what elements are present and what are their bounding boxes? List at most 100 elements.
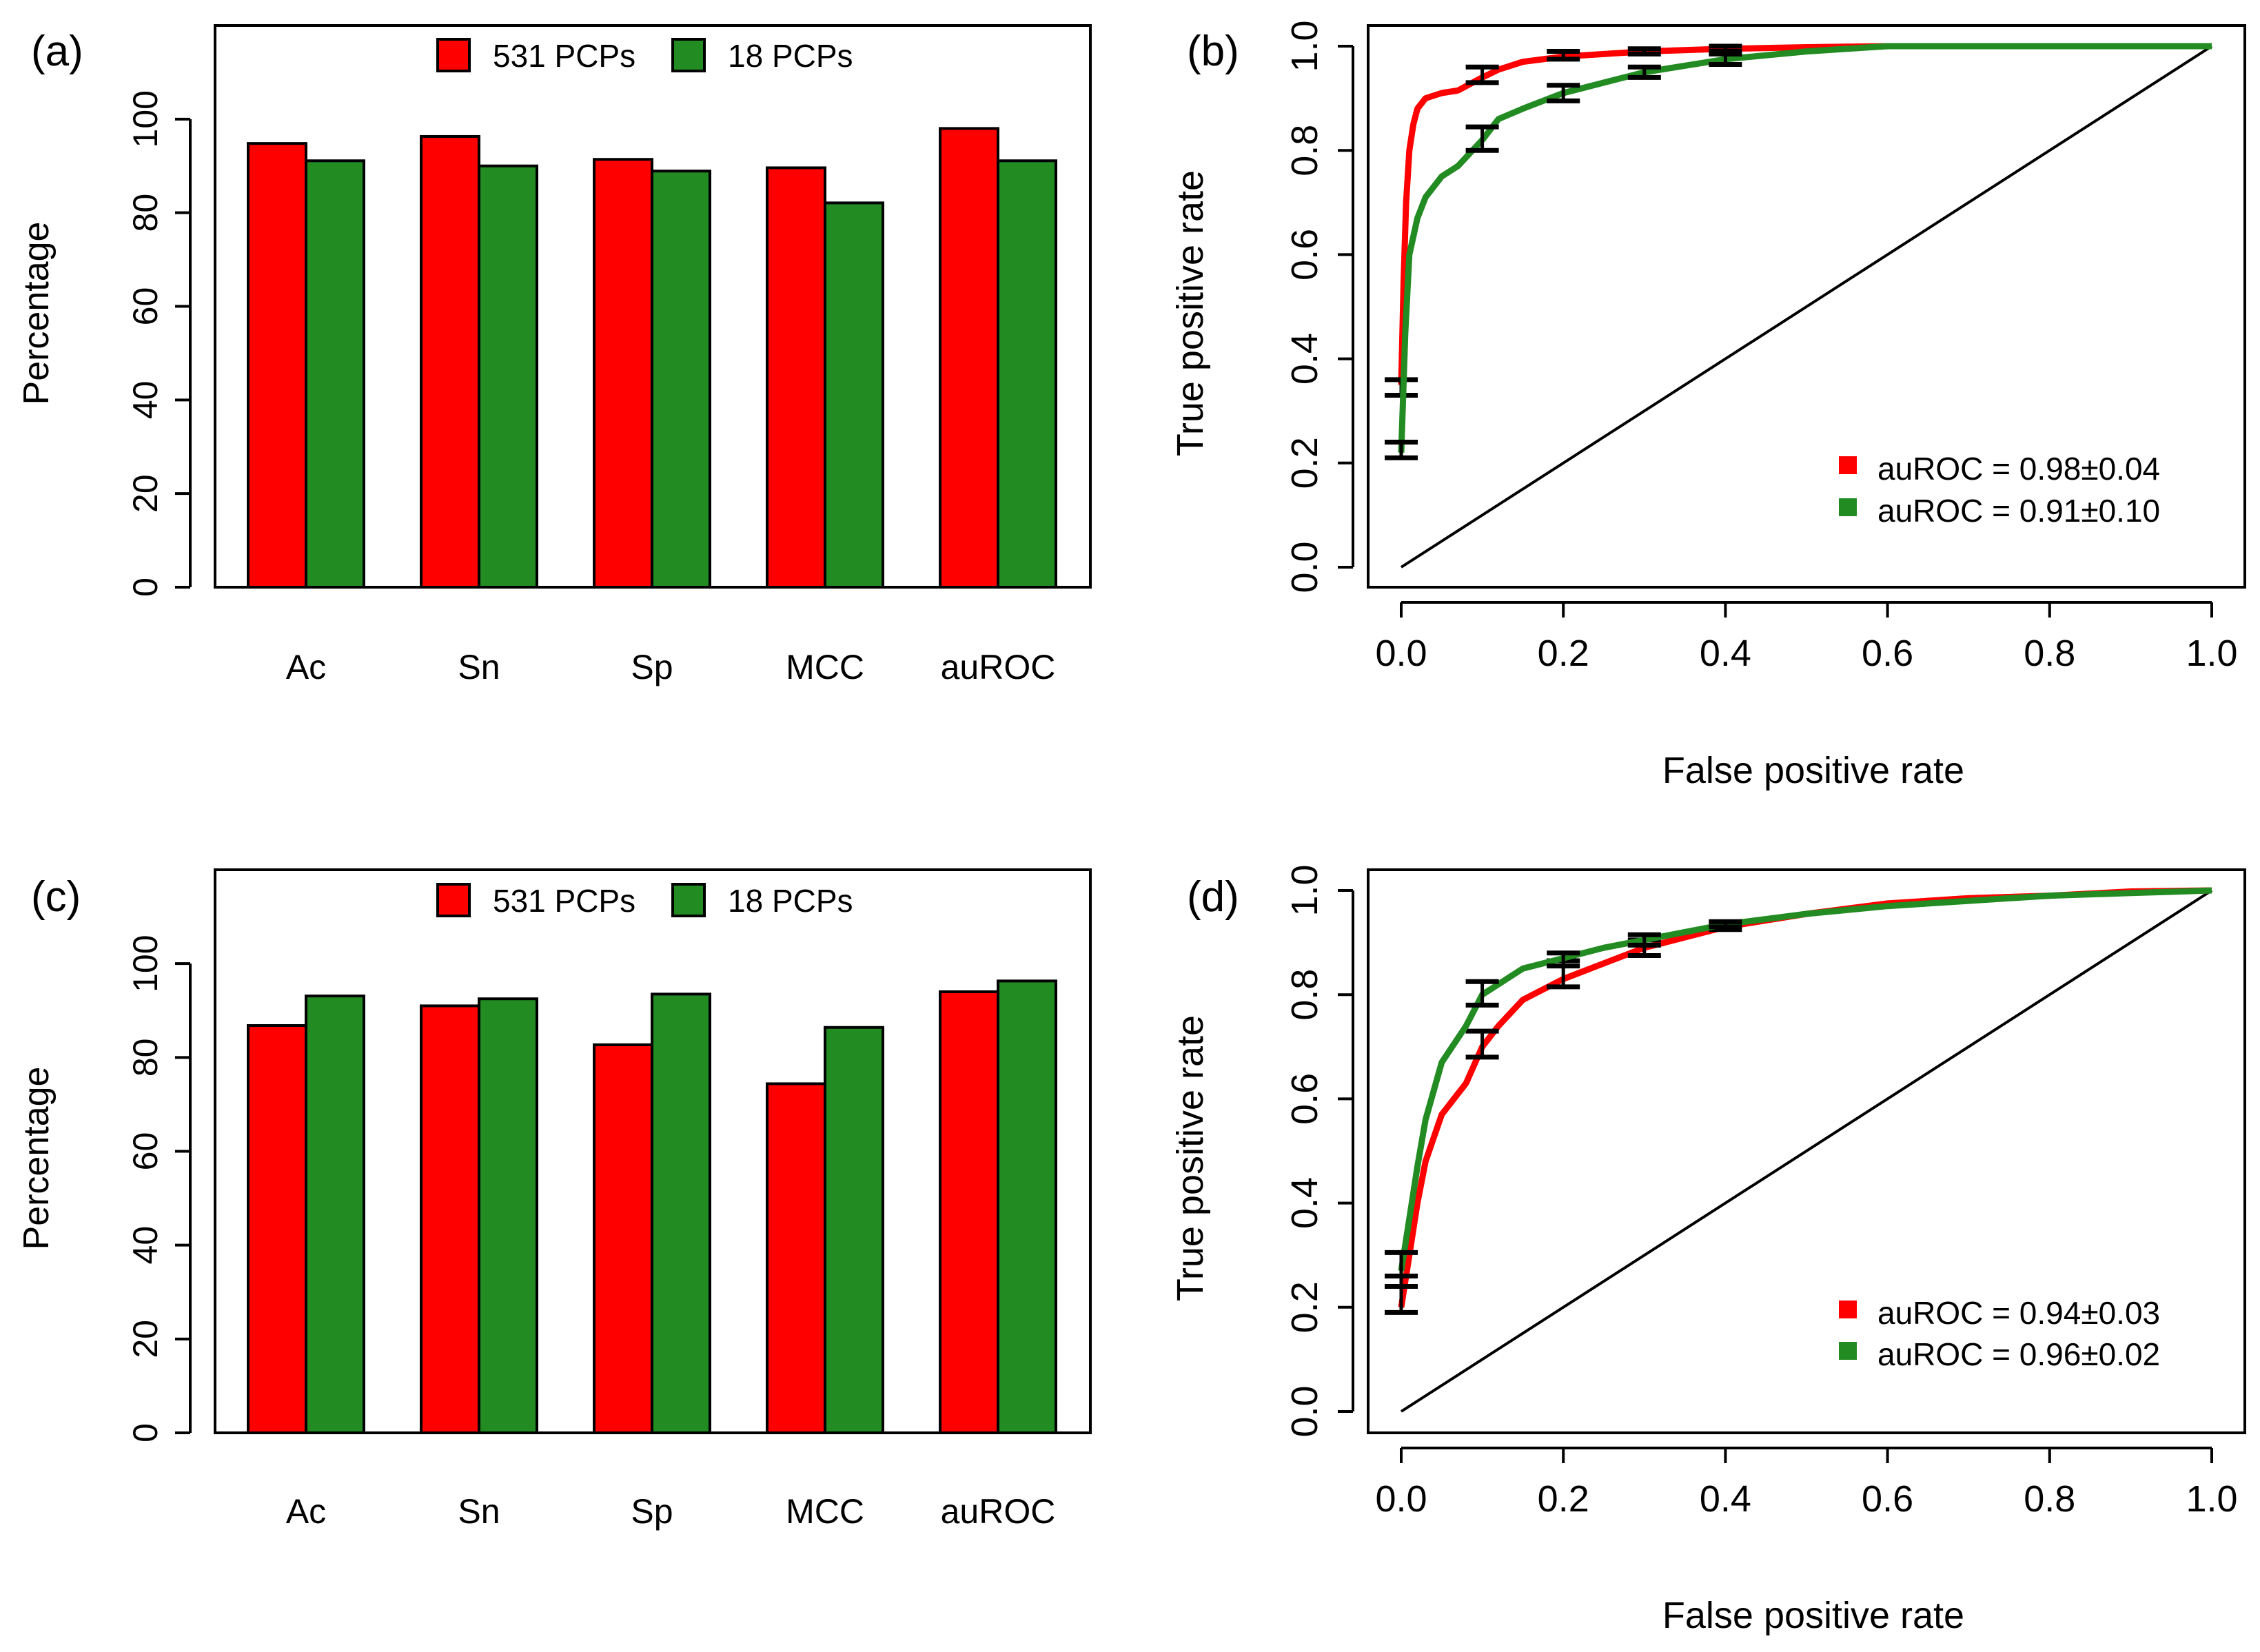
panel-label: (d): [1187, 873, 1239, 921]
x-tick-label: 0.8: [2024, 633, 2075, 674]
x-tick-label: Ac: [286, 648, 326, 686]
panel-label: (a): [31, 28, 83, 75]
y-tick-label: 0.0: [1284, 1385, 1325, 1437]
legend-label: 18 PCPs: [728, 38, 853, 74]
x-axis-label: False positive rate: [1662, 1595, 1964, 1636]
x-tick-label: Sp: [631, 1492, 673, 1531]
bar-ac-series-1: [247, 142, 307, 589]
y-axis-label: True positive rate: [1170, 170, 1211, 456]
legend-label: auROC = 0.96±0.02: [1877, 1336, 2160, 1372]
panel-2: (c) 0 20 40 60 80 100 Percentage Ac Sn Sp MCC auROC 5…: [17, 868, 1092, 1531]
x-tick-label: auROC: [941, 1492, 1056, 1531]
legend-swatch: [436, 883, 471, 917]
y-tick-label: 100: [126, 935, 165, 992]
y-tick-label: 40: [126, 381, 165, 420]
roc-curve-series-2: [1398, 887, 2212, 1272]
y-tick-label: 0: [126, 578, 165, 597]
x-tick-label: 0.6: [1862, 633, 1913, 674]
bar-mcc-series-2: [824, 1026, 884, 1434]
bar-ac-series-1: [247, 1024, 307, 1434]
bar-sn-series-2: [478, 997, 538, 1434]
x-tick-label: 0.2: [1538, 1478, 1589, 1520]
bar-sn-series-2: [478, 164, 538, 589]
x-tick-label: 0.0: [1375, 633, 1427, 674]
legend-label: 18 PCPs: [728, 883, 853, 919]
x-tick-label: 1.0: [2186, 1478, 2237, 1520]
bar-auroc-series-1: [939, 127, 999, 589]
y-tick-label: 0.2: [1284, 437, 1325, 489]
x-tick-label: Sn: [458, 648, 500, 686]
y-axis-label: True positive rate: [1170, 1015, 1211, 1301]
x-tick-label: Ac: [286, 1492, 326, 1531]
legend-swatch: [1839, 1342, 1857, 1360]
legend-label: auROC = 0.91±0.10: [1877, 493, 2160, 529]
y-tick-label: 1.0: [1284, 864, 1325, 916]
panel-3: (d) 0.0 0.2 0.4 0.6 0.8 1.0 False positive rate…: [1170, 864, 2246, 1636]
bar-sp-series-1: [593, 158, 653, 589]
bar-auroc-series-1: [939, 990, 999, 1435]
bar-auroc-series-2: [997, 979, 1057, 1435]
bar-auroc-series-2: [997, 159, 1057, 589]
x-tick-label: 0.2: [1538, 633, 1589, 674]
y-tick-label: 80: [126, 194, 165, 232]
bar-sp-series-2: [651, 170, 711, 589]
legend-label: 531 PCPs: [493, 883, 635, 919]
panel-1: (b) 0.0 0.2 0.4 0.6 0.8 1.0 False positive rate…: [1170, 20, 2246, 791]
roc-curve-series-1: [1398, 887, 2212, 1308]
plot-frame: [1367, 24, 2246, 589]
legend-swatch: [1839, 1301, 1857, 1318]
y-tick-label: 0.6: [1284, 229, 1325, 281]
chance-diagonal: [1400, 45, 2213, 569]
y-tick-label: 40: [126, 1226, 165, 1265]
x-tick-label: 0.8: [2024, 1478, 2075, 1520]
panel-0: (a) 0 20 40 60 80 100 Percentage Ac Sn Sp MCC auROC 5…: [17, 24, 1092, 686]
x-tick-label: auROC: [941, 648, 1056, 686]
x-axis-label: False positive rate: [1662, 750, 1964, 791]
legend-label: auROC = 0.98±0.04: [1877, 451, 2160, 487]
panel-label: (c): [31, 873, 81, 921]
legend-swatch: [671, 883, 706, 917]
y-tick-label: 60: [126, 1132, 165, 1171]
legend-label: auROC = 0.94±0.03: [1877, 1295, 2160, 1331]
x-tick-label: MCC: [786, 1492, 864, 1531]
x-tick-label: MCC: [786, 648, 864, 686]
roc-curve-series-2: [1398, 43, 2212, 453]
bar-sp-series-2: [651, 992, 711, 1434]
y-tick-label: 0.4: [1284, 1177, 1325, 1229]
x-tick-label: 0.4: [1700, 1478, 1751, 1520]
y-tick-label: 0.8: [1284, 969, 1325, 1021]
bar-sp-series-1: [593, 1043, 653, 1434]
x-tick-label: Sn: [458, 1492, 500, 1531]
y-tick-label: 1.0: [1284, 20, 1325, 72]
x-tick-label: 0.4: [1700, 633, 1751, 674]
roc-curve-series-1: [1398, 43, 2212, 385]
legend-label: 531 PCPs: [493, 38, 635, 74]
bar-ac-series-2: [305, 159, 365, 589]
y-tick-label: 20: [126, 1320, 165, 1358]
panel-label: (b): [1187, 28, 1239, 75]
x-tick-label: 0.0: [1375, 1478, 1427, 1520]
y-axis-label: Percentage: [17, 1067, 57, 1250]
bar-sn-series-1: [420, 1004, 480, 1434]
y-tick-label: 80: [126, 1039, 165, 1077]
legend-swatch: [436, 38, 471, 72]
y-tick-label: 100: [126, 90, 165, 147]
legend-swatch: [1839, 456, 1857, 474]
x-tick-label: Sp: [631, 648, 673, 686]
y-tick-label: 0.8: [1284, 125, 1325, 176]
x-tick-label: 0.6: [1862, 1478, 1913, 1520]
legend-swatch: [671, 38, 706, 72]
y-tick-label: 0: [126, 1423, 165, 1442]
y-tick-label: 20: [126, 474, 165, 513]
bar-mcc-series-2: [824, 201, 884, 589]
legend-swatch: [1839, 498, 1857, 516]
chance-diagonal: [1400, 889, 2213, 1413]
y-tick-label: 0.4: [1284, 333, 1325, 385]
y-axis-label: Percentage: [17, 222, 57, 405]
y-tick-label: 0.6: [1284, 1073, 1325, 1125]
y-tick-label: 60: [126, 287, 165, 326]
x-tick-label: 1.0: [2186, 633, 2237, 674]
y-tick-label: 0.0: [1284, 541, 1325, 593]
plot-frame: [1367, 868, 2246, 1434]
